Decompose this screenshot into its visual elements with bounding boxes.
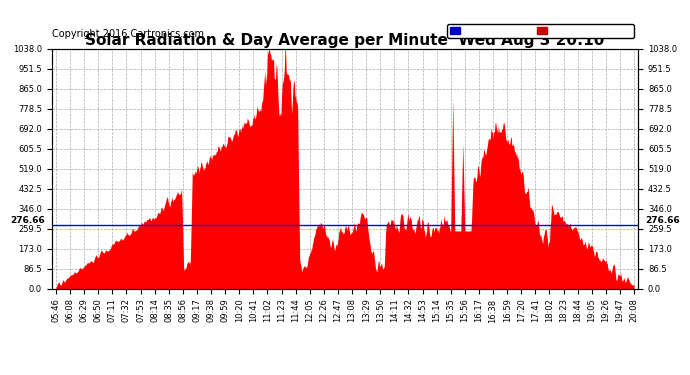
Text: 276.66: 276.66 [10,216,45,225]
Text: 276.66: 276.66 [645,216,680,225]
Legend: Median (w/m2), Radiation (w/m2): Median (w/m2), Radiation (w/m2) [447,24,634,38]
Text: Copyright 2016 Cartronics.com: Copyright 2016 Cartronics.com [52,29,204,39]
Title: Solar Radiation & Day Average per Minute  Wed Aug 3 20:10: Solar Radiation & Day Average per Minute… [86,33,604,48]
